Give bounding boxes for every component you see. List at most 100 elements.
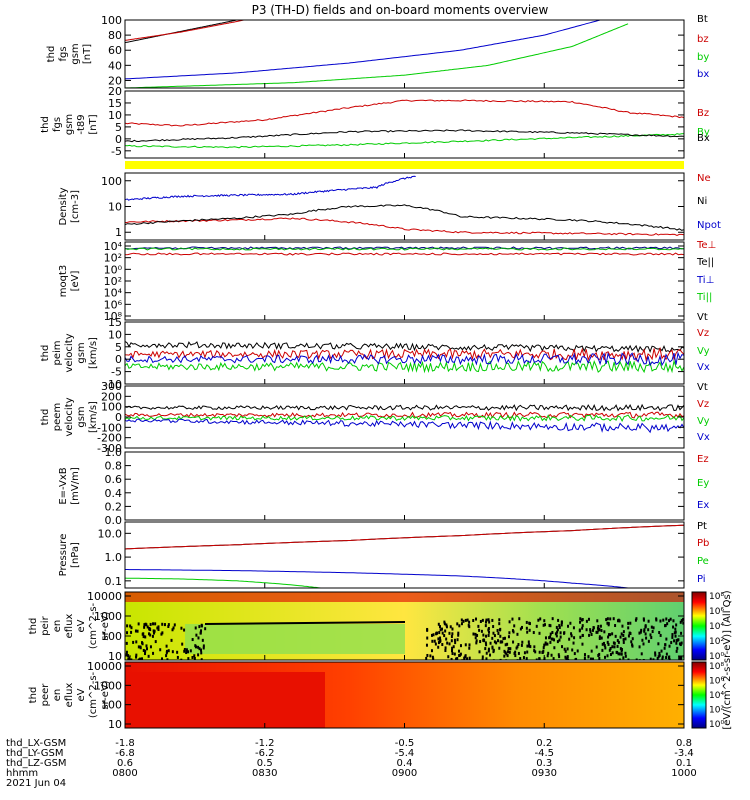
spectrogram-pixel xyxy=(612,617,615,621)
y-tick-label: 1000 xyxy=(94,610,122,623)
spectrogram-pixel xyxy=(519,657,522,660)
spectrogram-pixel xyxy=(672,619,675,623)
spectrogram-pixel xyxy=(453,638,456,642)
y-tick-label: 10 xyxy=(108,328,122,341)
spectrogram-pixel xyxy=(165,654,168,658)
spectrogram-pixel xyxy=(129,624,132,628)
y-axis-label: eflux xyxy=(64,614,75,639)
legend-Pt: Pt xyxy=(697,521,707,532)
spectrogram-band xyxy=(185,624,405,654)
spectrogram-pixel xyxy=(658,631,661,635)
ephemeris-value: -3.4 xyxy=(674,748,694,759)
spectrogram-pixel xyxy=(622,630,625,634)
spectrogram-pixel xyxy=(680,631,683,635)
series-Pi xyxy=(125,569,636,588)
legend-Ez: Ez xyxy=(697,454,709,465)
legend-Te⊥: Te⊥ xyxy=(696,240,716,251)
spectrogram-pixel xyxy=(166,658,169,660)
colorbar-label: [eV/(cm^2-s-sr-eV)] (All Qs) xyxy=(722,590,733,729)
spectrogram-pixel xyxy=(509,647,512,651)
y-tick-label: 0 xyxy=(115,353,122,366)
spectrogram-pixel xyxy=(460,622,463,626)
spectrogram-pixel xyxy=(644,625,647,629)
spectrogram-pixel xyxy=(555,625,558,629)
spectrogram-pixel xyxy=(606,654,609,658)
spectrogram-pixel xyxy=(668,619,671,623)
spectrogram-pixel xyxy=(439,636,442,640)
y-tick-label: 60 xyxy=(108,44,122,57)
spectrogram-pixel xyxy=(599,624,602,628)
spectrogram-pixel xyxy=(171,628,174,632)
spectrogram-pixel xyxy=(682,621,684,625)
y-axis-label: gsm xyxy=(76,342,87,363)
spectrogram-pixel xyxy=(664,624,667,628)
spectrogram-pixel xyxy=(619,647,622,651)
colorbar-tick-label: 10⁶ xyxy=(709,677,724,687)
y-tick-label: 10⁰ xyxy=(104,263,123,276)
spectrogram-pixel xyxy=(570,634,573,638)
spectrogram-pixel xyxy=(485,651,488,655)
spectrogram-pixel xyxy=(460,618,463,622)
spectrogram-pixel xyxy=(558,655,561,659)
spectrogram-pixel xyxy=(671,633,674,637)
spectrogram-pixel xyxy=(161,631,164,635)
spectrogram-pixel xyxy=(480,629,483,633)
spectrogram-pixel xyxy=(478,650,481,654)
spectrogram-pixel xyxy=(674,627,677,631)
y-tick-label: 40 xyxy=(108,59,122,72)
spectrogram-pixel xyxy=(609,647,612,651)
y-tick-label: 200 xyxy=(101,390,122,403)
spectrogram-pixel xyxy=(456,657,459,660)
ephemeris-value: 0800 xyxy=(112,768,137,779)
panel-fgs: 20 40 60 80 100 thd fgs gsm [nT] Bt bz by bx xyxy=(46,14,709,89)
spectrogram-pixel xyxy=(581,626,584,630)
spectrogram-pixel xyxy=(136,629,139,633)
spectrogram-pixel xyxy=(645,636,648,640)
spectrogram-pixel xyxy=(649,633,652,637)
spectrogram-pixel xyxy=(600,636,603,640)
y-tick-label: 10⁴ xyxy=(104,240,123,253)
spectrogram-pixel xyxy=(450,649,453,653)
colorbar-tick-label: 10⁸ xyxy=(709,592,724,602)
spectrogram-pixel xyxy=(567,624,570,628)
y-tick-label: 0.2 xyxy=(105,500,123,513)
spectrogram-pixel xyxy=(202,646,205,650)
spectrogram-pixel xyxy=(607,642,610,646)
y-axis-label: [eV] xyxy=(70,271,81,292)
spectrogram-pixel xyxy=(609,633,612,637)
series-Pe xyxy=(125,577,335,588)
spectrogram-pixel xyxy=(638,631,641,635)
spectrogram-pixel xyxy=(616,650,619,654)
spectrogram-pixel xyxy=(481,658,484,660)
ephemeris-value: -6.8 xyxy=(115,748,135,759)
spectrogram-pixel xyxy=(647,619,650,623)
spectrogram-pixel xyxy=(580,618,583,622)
series-Pb xyxy=(125,524,684,550)
y-axis-label: en xyxy=(52,689,63,702)
y-tick-label: 10⁸ xyxy=(104,310,123,323)
spectrogram-pixel xyxy=(620,647,623,651)
spectrogram-pixel xyxy=(566,647,569,651)
y-axis-label: peem xyxy=(52,403,63,431)
y-axis-label: thd xyxy=(40,116,51,133)
spectrogram-pixel xyxy=(661,655,664,659)
spectrogram-pixel xyxy=(191,638,194,642)
spectrogram-pixel xyxy=(492,631,495,635)
spectrogram-pixel xyxy=(451,646,454,650)
spectrogram-pixel xyxy=(532,631,535,635)
spectrogram-pixel xyxy=(631,637,634,641)
spectrogram-pixel xyxy=(665,617,668,621)
plot-area xyxy=(125,662,684,728)
y-tick-label: 10⁶ xyxy=(104,298,123,311)
spectrogram-pixel xyxy=(493,640,496,644)
spectrogram-pixel xyxy=(143,623,146,627)
legend-Pe: Pe xyxy=(697,556,709,567)
spectrogram-pixel xyxy=(456,622,459,626)
y-tick-label: -200 xyxy=(97,432,122,445)
spectrogram-pixel xyxy=(553,646,556,650)
spectrogram-pixel xyxy=(596,626,599,630)
spectrogram-pixel xyxy=(167,649,170,653)
spectrogram-pixel xyxy=(154,622,157,626)
spectrogram-pixel xyxy=(185,648,188,652)
